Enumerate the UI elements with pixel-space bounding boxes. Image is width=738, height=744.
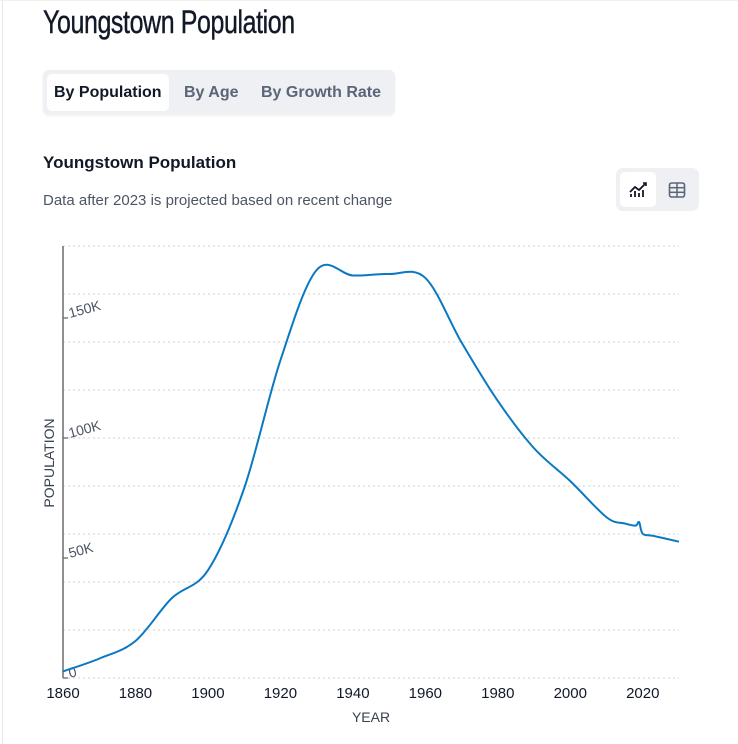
table-view-button[interactable] (659, 172, 695, 207)
x-tick-label: 1860 (46, 685, 79, 702)
population-line (62, 263, 680, 673)
y-tick-label: 150K (67, 297, 103, 321)
y-tick-label: 50K (67, 539, 96, 561)
x-tick-label: 1960 (409, 685, 442, 702)
page-border-top (0, 0, 738, 1)
table-icon (668, 181, 686, 198)
chart-view-button[interactable] (620, 172, 656, 207)
tab-by-age[interactable]: By Age (184, 84, 239, 101)
y-tick-label: 0 (67, 663, 79, 681)
x-tick-label: 2000 (554, 685, 587, 702)
tab-group: By Population By Age By Growth Rate (43, 70, 395, 115)
tab-by-growth-rate[interactable]: By Growth Rate (261, 84, 382, 101)
line-chart-icon (629, 181, 647, 197)
x-tick-label: 1880 (119, 685, 152, 702)
chart-description: Data after 2023 is projected based on re… (43, 192, 393, 209)
x-tick-label: 1900 (191, 685, 224, 702)
tab-by-population[interactable]: By Population (47, 74, 169, 111)
y-axis-label: POPULATION (41, 418, 57, 507)
page-border (2, 0, 3, 744)
y-tick-label: 100K (67, 417, 103, 441)
x-tick-label: 1920 (264, 685, 297, 702)
chart-title: Youngstown Population (43, 153, 237, 172)
view-toggle (616, 168, 699, 211)
x-tick-label: 1940 (336, 685, 369, 702)
x-tick-label: 1980 (481, 685, 514, 702)
page-title: Youngstown Population (43, 4, 295, 40)
x-tick-label: 2020 (626, 685, 659, 702)
x-axis-label: YEAR (352, 709, 390, 725)
